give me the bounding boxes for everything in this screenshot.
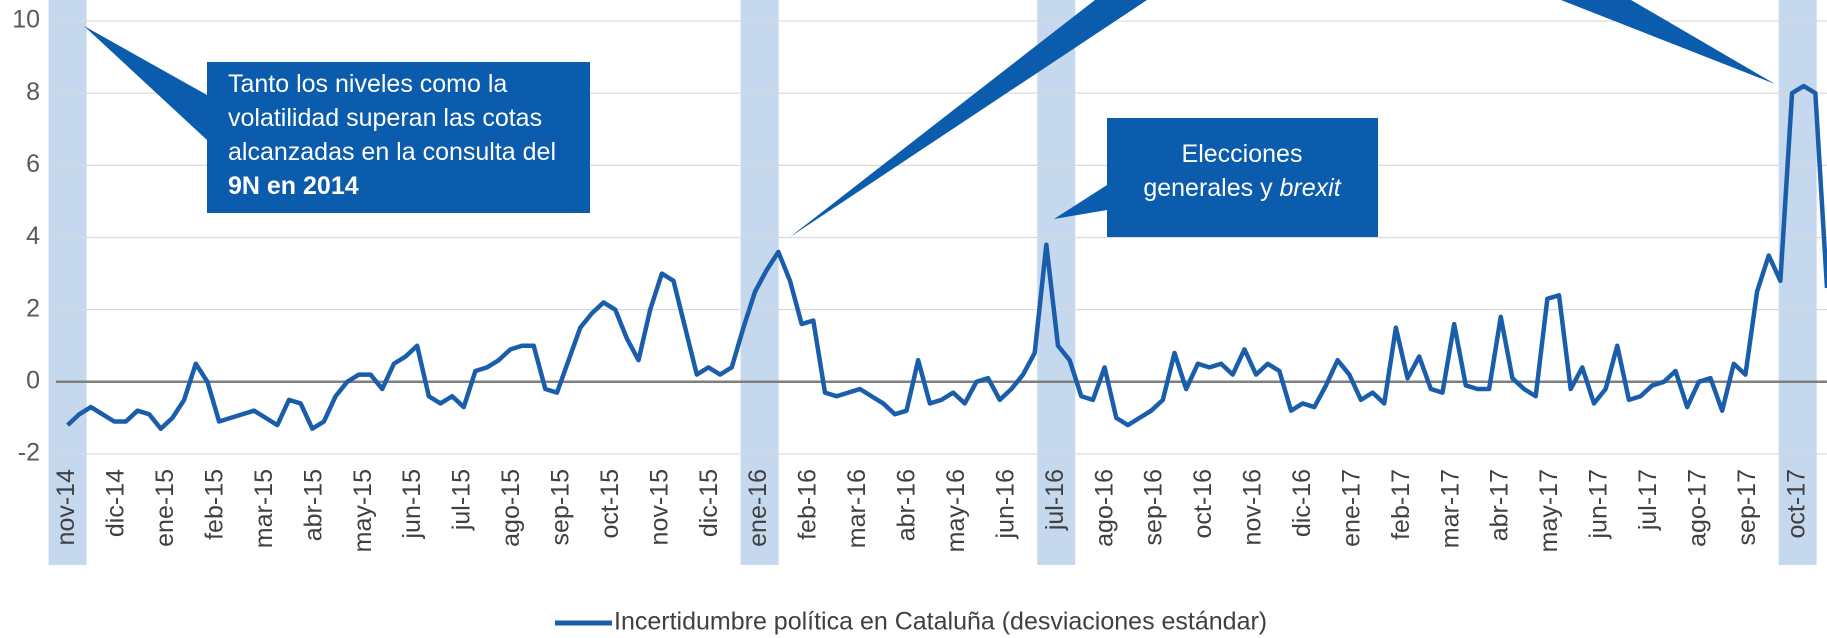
- annotation-text: generales y: [1143, 174, 1279, 202]
- x-tick-label: feb-17: [1387, 469, 1415, 540]
- callout-box: [1107, 118, 1378, 237]
- highlight-band: [1778, 0, 1817, 565]
- callout-pointer: [1561, 0, 1775, 84]
- x-tick-label: sep-15: [547, 469, 575, 545]
- y-tick-label: 2: [26, 294, 40, 322]
- annotation-line: volatilidad superan las cotas: [228, 104, 542, 132]
- x-tick-label: mar-15: [250, 469, 278, 548]
- x-tick-label: ago-15: [497, 469, 525, 547]
- callout-pointer: [84, 26, 207, 140]
- callout-pointer: [790, 0, 1147, 237]
- x-tick-label: jul-17: [1634, 469, 1662, 531]
- annotation-text: Elecciones: [1182, 140, 1303, 168]
- x-tick-label: nov-15: [645, 469, 673, 545]
- highlight-band: [48, 0, 87, 565]
- x-tick-label: mar-16: [843, 469, 871, 548]
- x-tick-label: dic-14: [102, 469, 130, 537]
- callout-box: [207, 62, 590, 213]
- x-tick-label: feb-15: [201, 469, 229, 540]
- callouts: [84, 0, 1775, 237]
- x-tick-label: jun-17: [1585, 469, 1613, 540]
- x-tick-label: sep-17: [1733, 469, 1761, 545]
- x-tick-label: ago-17: [1683, 469, 1711, 547]
- annotation-text: brexit: [1280, 174, 1342, 202]
- annotation-line: Elecciones: [1182, 140, 1303, 168]
- annotation-text: volatilidad superan las cotas: [228, 104, 542, 132]
- x-tick-label: nov-14: [52, 469, 80, 546]
- x-tick-label: dic-16: [1288, 469, 1316, 537]
- series-line: [66, 83, 1827, 431]
- x-tick-label: oct-16: [1189, 469, 1217, 538]
- y-tick-label: 10: [12, 6, 40, 34]
- x-tick-label: oct-17: [1782, 469, 1810, 538]
- x-tick-label: oct-15: [596, 469, 624, 538]
- x-tick-label: abr-16: [893, 469, 921, 541]
- x-tick-label: mar-17: [1436, 469, 1464, 548]
- x-tick-label: ago-16: [1090, 469, 1118, 547]
- y-tick-label: 0: [26, 366, 40, 394]
- x-tick-label: sep-16: [1140, 469, 1168, 545]
- x-tick-label: feb-16: [794, 469, 822, 540]
- x-tick-label: may-16: [942, 469, 970, 552]
- annotations: Tanto los niveles como la volatilidad sup…: [228, 70, 1342, 202]
- x-tick-label: may-17: [1535, 469, 1563, 552]
- x-tick-label: may-15: [349, 469, 377, 552]
- y-tick-label: 4: [26, 222, 40, 250]
- x-tick-label: ene-17: [1337, 469, 1365, 547]
- x-tick-label: jul-16: [1041, 469, 1069, 531]
- annotation-line: generales y brexit: [1143, 174, 1341, 202]
- y-tick-label: 6: [26, 150, 40, 178]
- x-tick-label: jun-16: [991, 469, 1019, 540]
- x-tick-label: jul-15: [448, 469, 476, 531]
- x-tick-label: ene-15: [151, 469, 179, 547]
- y-tick-label: -2: [18, 439, 40, 467]
- x-tick-label: abr-17: [1486, 469, 1514, 541]
- legend: Incertidumbre política en Cataluña (desv…: [555, 608, 1267, 636]
- annotation-text: alcanzadas en la consulta del: [228, 138, 556, 166]
- annotation-line: 9N en 2014: [228, 172, 359, 200]
- y-tick-label: 8: [26, 78, 40, 106]
- x-tick-label: abr-15: [299, 469, 327, 541]
- x-tick-label: dic-15: [695, 469, 723, 537]
- annotation-line: alcanzadas en la consulta del: [228, 138, 556, 166]
- x-tick-label: nov-16: [1239, 469, 1267, 545]
- annotation-text: 9N en 2014: [228, 172, 359, 200]
- series-layer: [66, 83, 1827, 431]
- x-tick-label: jun-15: [398, 469, 426, 540]
- legend-label: Incertidumbre política en Cataluña (desv…: [614, 608, 1267, 636]
- callout-pointer: [1054, 185, 1107, 219]
- annotation-text: Tanto los niveles como la: [228, 70, 507, 98]
- x-tick-label: ene-16: [744, 469, 772, 547]
- annotation-line: Tanto los niveles como la: [228, 70, 507, 98]
